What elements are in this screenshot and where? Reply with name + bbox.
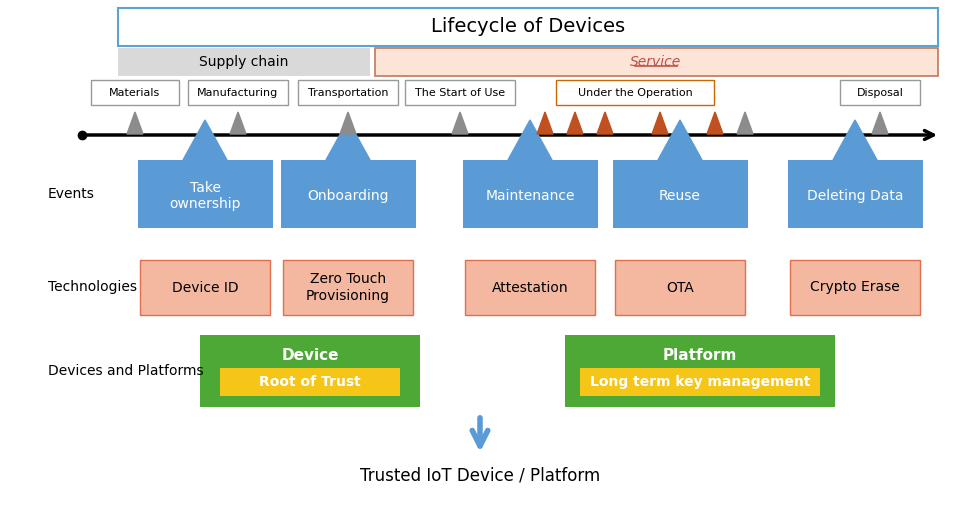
- Bar: [580, 368, 820, 396]
- Bar: [138, 160, 273, 228]
- Text: Events: Events: [48, 187, 95, 201]
- Bar: [790, 260, 920, 315]
- Bar: [118, 48, 370, 76]
- Polygon shape: [707, 112, 723, 134]
- Polygon shape: [230, 112, 246, 134]
- Bar: [788, 160, 923, 228]
- Polygon shape: [597, 112, 613, 134]
- Bar: [220, 368, 400, 396]
- Text: Devices and Platforms: Devices and Platforms: [48, 364, 204, 378]
- Polygon shape: [127, 112, 143, 134]
- Text: Manufacturing: Manufacturing: [198, 87, 278, 97]
- Polygon shape: [537, 112, 553, 134]
- Bar: [140, 260, 270, 315]
- Bar: [298, 80, 398, 105]
- Bar: [281, 160, 416, 228]
- Polygon shape: [340, 112, 356, 134]
- Bar: [118, 8, 938, 46]
- Polygon shape: [508, 120, 552, 160]
- Polygon shape: [452, 112, 468, 134]
- Bar: [200, 335, 420, 407]
- Polygon shape: [872, 112, 888, 134]
- Bar: [91, 80, 179, 105]
- Polygon shape: [567, 112, 583, 134]
- Bar: [556, 80, 714, 105]
- Text: Device: Device: [281, 347, 339, 362]
- Bar: [613, 160, 748, 228]
- Bar: [405, 80, 515, 105]
- Bar: [188, 80, 288, 105]
- Text: The Start of Use: The Start of Use: [415, 87, 505, 97]
- Text: Disposal: Disposal: [856, 87, 903, 97]
- Text: Reuse: Reuse: [660, 189, 701, 203]
- Text: Zero Touch
Provisioning: Zero Touch Provisioning: [306, 272, 390, 303]
- Text: Materials: Materials: [109, 87, 160, 97]
- Polygon shape: [833, 120, 877, 160]
- Text: Technologies: Technologies: [48, 280, 137, 294]
- Bar: [465, 260, 595, 315]
- Polygon shape: [658, 120, 702, 160]
- Polygon shape: [652, 112, 668, 134]
- Text: Device ID: Device ID: [172, 280, 238, 294]
- Text: Attestation: Attestation: [492, 280, 568, 294]
- Bar: [565, 335, 835, 407]
- Polygon shape: [183, 120, 227, 160]
- Bar: [840, 80, 920, 105]
- Text: Take
ownership: Take ownership: [169, 181, 241, 211]
- Bar: [615, 260, 745, 315]
- Text: Deleting Data: Deleting Data: [806, 189, 903, 203]
- Polygon shape: [737, 112, 753, 134]
- Bar: [283, 260, 413, 315]
- Text: Platform: Platform: [662, 347, 737, 362]
- Text: Trusted IoT Device / Platform: Trusted IoT Device / Platform: [360, 466, 600, 484]
- Text: Onboarding: Onboarding: [307, 189, 389, 203]
- Text: Root of Trust: Root of Trust: [259, 375, 361, 389]
- Text: Service: Service: [631, 55, 682, 69]
- Text: Crypto Erase: Crypto Erase: [810, 280, 900, 294]
- Text: Transportation: Transportation: [308, 87, 388, 97]
- Polygon shape: [326, 120, 370, 160]
- Bar: [463, 160, 598, 228]
- Text: Supply chain: Supply chain: [200, 55, 289, 69]
- Text: Lifecycle of Devices: Lifecycle of Devices: [431, 17, 625, 37]
- Text: Maintenance: Maintenance: [485, 189, 575, 203]
- Text: Under the Operation: Under the Operation: [578, 87, 692, 97]
- Text: Long term key management: Long term key management: [589, 375, 810, 389]
- Bar: [375, 48, 938, 76]
- Text: OTA: OTA: [666, 280, 694, 294]
